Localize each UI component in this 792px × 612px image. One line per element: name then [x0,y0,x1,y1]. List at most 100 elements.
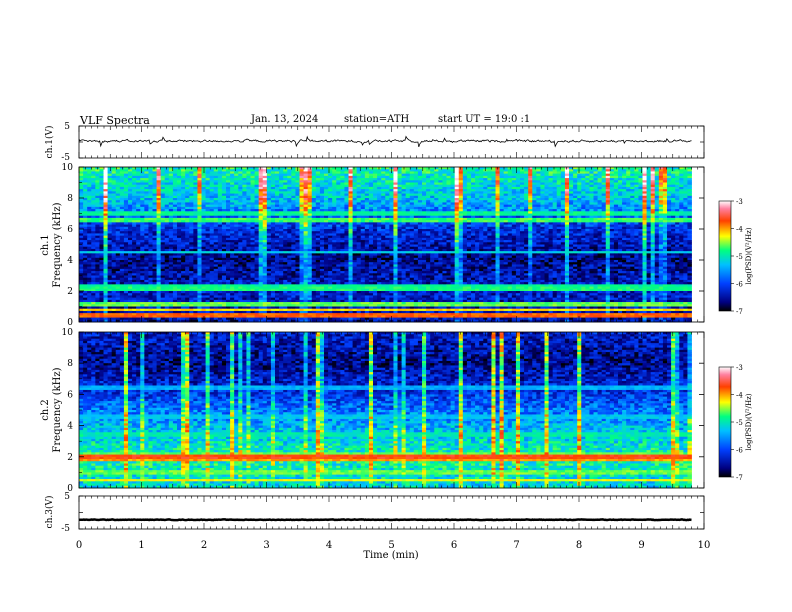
spectrogram-cell [515,215,521,219]
spectrogram-cell [605,195,611,199]
spectrogram-cell [107,169,113,172]
spectrogram-cell [266,231,272,234]
spectrogram-cell [221,231,227,234]
spectrogram-cell [205,167,211,170]
spectrogram-cell [630,191,635,194]
spectrogram-cell [83,171,88,175]
spectrogram-cell [230,235,235,239]
spectrogram-cell [462,231,468,234]
spectrogram-cell [340,171,345,175]
spectrogram-cell [511,231,517,234]
spectrogram-cell [185,189,190,192]
spectrogram-cell [662,231,668,234]
spectrogram-cell [230,173,235,177]
spectrogram-cell [91,193,96,197]
spectrogram-cell [336,195,341,199]
spectrogram-cell [373,200,378,203]
spectrogram-cell [275,224,280,228]
spectrogram-cell [458,224,464,228]
spectrogram-cell [123,220,129,223]
spectrogram-cell [291,171,296,175]
spectrogram-cell [360,178,366,181]
spectrogram-cell [91,182,96,186]
spectrogram-cell [479,209,484,212]
spectrogram-cell [454,202,460,206]
spectrogram-cell [172,215,178,219]
spectrogram-cell [671,180,676,183]
spectrogram-cell [152,186,157,190]
spectrogram-cell [205,180,211,183]
spectrogram-cell [654,202,660,206]
spectrogram-cell [160,191,166,194]
spectrogram-cell [520,235,525,239]
spectrogram-cell [597,171,603,175]
spectrogram-cell [95,184,100,188]
spectrogram-cell [291,167,296,170]
spectrogram-cell [564,180,570,183]
spectrogram-cell [520,213,525,217]
spectrogram-cell [385,193,390,197]
spectrogram-cell [511,193,517,197]
spectrogram-cell [609,211,615,214]
spectrogram-cell [283,209,288,212]
spectrogram-cell [377,235,382,239]
spectrogram-cell [405,213,411,217]
spectrogram-cell [393,169,398,172]
spectrogram-cell [671,189,676,192]
spectrogram-cell [373,224,378,228]
spectrogram-cell [197,220,202,223]
spectrogram-cell [87,175,92,179]
spectrogram-cell [630,175,635,179]
spectrogram-cell [295,213,300,217]
spectrogram-cell [364,202,370,206]
spectrogram-cell [324,195,329,199]
spectrogram-cell [397,171,402,175]
spectrogram-cell [389,178,394,181]
spectrogram-cell [168,171,174,175]
spectrogram-cell [544,209,549,212]
spectrogram-cell [454,204,460,208]
spectrogram-cell [560,171,566,175]
spectrogram-cell [283,182,288,186]
spectrogram-cell [585,189,590,192]
spectrogram-cell [589,198,594,201]
spectrogram-cell [95,193,100,197]
spectrogram-cell [377,186,382,190]
spectrogram-cell [667,178,672,181]
spectrogram-cell [552,182,558,186]
spectrogram-cell [385,224,390,228]
spectrogram-cell [564,175,570,179]
spectrogram-cell [458,182,464,186]
spectrogram-cell [569,180,574,183]
spectrogram-cell [234,180,239,183]
spectrogram-cell [597,182,603,186]
spectrogram-cell [197,169,202,172]
spectrogram-cell [336,167,341,170]
spectrogram-cell [458,178,464,181]
spectrogram-cell [83,231,88,234]
spectrogram-cell [123,184,129,188]
spectrogram-cell [303,171,309,175]
spectrogram-cell [540,235,545,239]
spectrogram-cell [466,206,472,210]
spectrogram-cell [136,206,141,210]
spectrogram-cell [630,178,635,181]
spectrogram-cell [613,180,619,183]
start-time-label: start UT = 19:0 :1 [438,114,530,125]
spectrogram-cell [295,180,300,183]
spectrogram-cell [177,195,182,199]
spectrogram-cell [520,186,525,190]
spectrogram-cell [197,186,202,190]
spectrogram-cell [613,173,619,177]
spectrogram-cell [446,220,451,223]
spectrogram-cell [442,167,447,170]
spectrogram-cell [119,186,125,190]
spectrogram-cell [270,182,276,186]
spectrogram-cell [679,211,684,214]
spectrogram-cell [573,184,578,188]
spectrogram-cell [336,220,341,223]
spectrogram-cell [683,189,688,192]
spectrogram-cell [409,211,415,214]
spectrogram-cell [634,189,639,192]
spectrogram-cell [319,213,325,217]
